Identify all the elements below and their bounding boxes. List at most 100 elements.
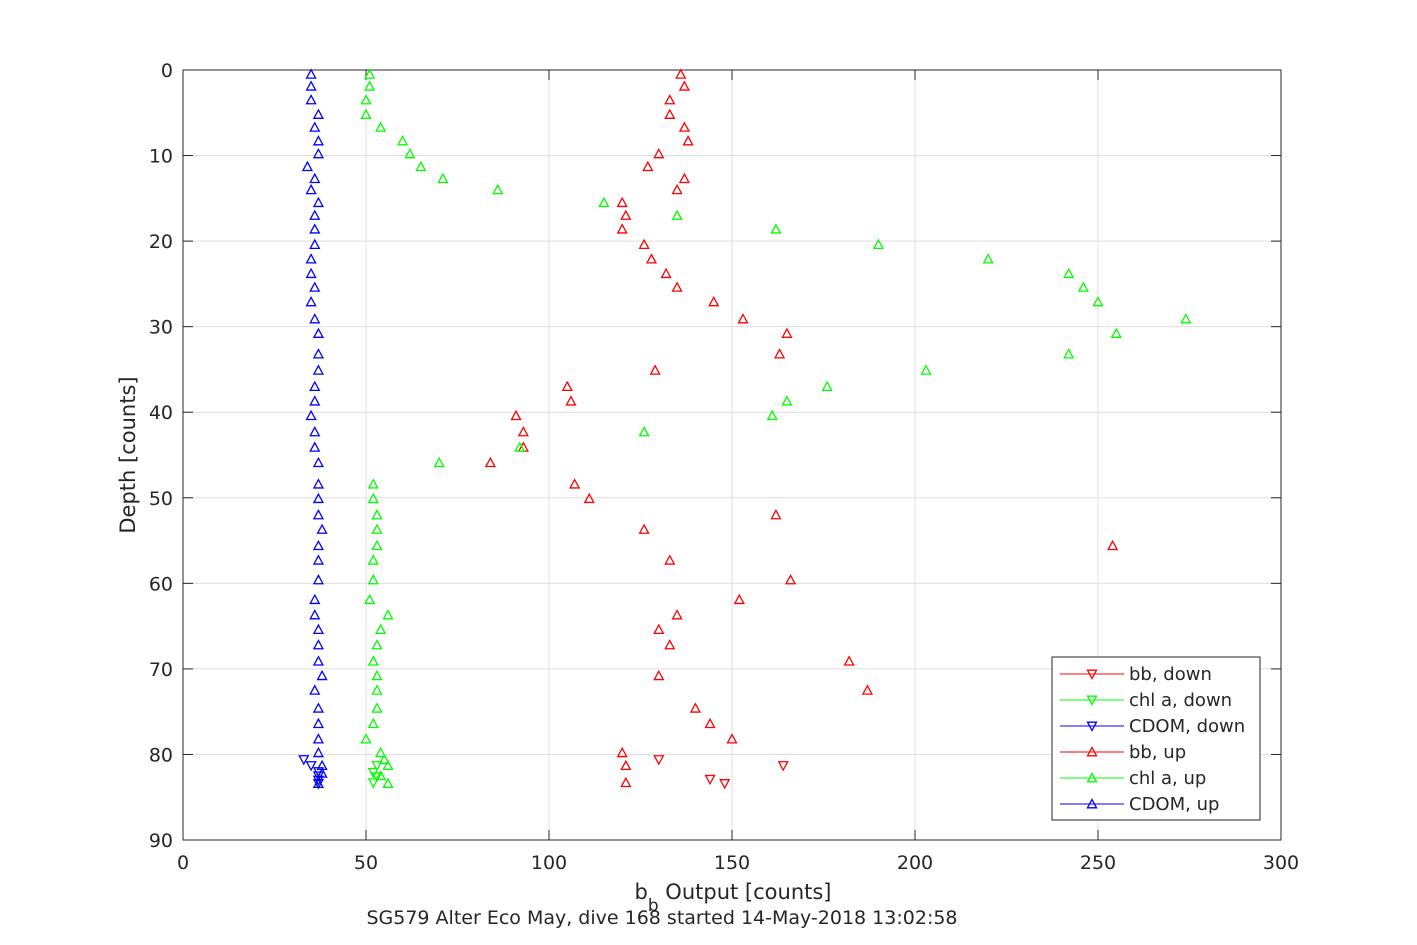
point-bb-up xyxy=(653,147,665,159)
point-bb-up xyxy=(569,478,581,489)
point-cdom-up xyxy=(316,767,328,778)
point-cdom-up xyxy=(305,409,317,421)
point-chl-a-up xyxy=(367,574,379,585)
point-bb-up xyxy=(773,348,786,359)
point-chl-a-up xyxy=(1077,281,1089,292)
point-bb-up xyxy=(671,609,683,620)
point-chl-a-up xyxy=(371,702,383,713)
point-bb-up xyxy=(664,108,676,119)
point-bb-up xyxy=(616,746,628,758)
point-cdom-up xyxy=(305,267,317,279)
x-tick-label: 50 xyxy=(354,852,378,874)
y-tick-label: 20 xyxy=(149,231,173,253)
legend-label-bb-down: bb, down xyxy=(1129,664,1212,685)
point-chl-a-up xyxy=(382,777,394,789)
point-bb-up xyxy=(583,492,595,504)
point-bb-up xyxy=(616,196,628,208)
point-cdom-up xyxy=(312,492,325,504)
point-cdom-up xyxy=(309,209,321,220)
point-chl-a-up xyxy=(371,669,383,681)
point-bb-up xyxy=(682,135,694,146)
y-tick-label: 0 xyxy=(161,60,173,82)
point-chl-a-down xyxy=(371,772,383,783)
point-bb-up xyxy=(671,281,683,292)
x-tick-label: 300 xyxy=(1263,852,1299,874)
point-bb-up xyxy=(664,94,676,105)
point-cdom-up xyxy=(312,539,325,551)
point-cdom-up xyxy=(305,68,317,79)
point-chl-a-up xyxy=(1180,313,1192,324)
point-cdom-up xyxy=(305,253,317,264)
point-cdom-up xyxy=(305,183,317,195)
point-bb-up xyxy=(671,183,683,195)
point-bb-up xyxy=(638,238,650,250)
point-cdom-up xyxy=(312,196,325,208)
point-cdom-up xyxy=(305,94,317,105)
point-chl-a-up xyxy=(367,717,379,729)
point-chl-a-up xyxy=(781,395,793,406)
x-tick-label: 0 xyxy=(177,852,189,874)
legend-marker-cdom-down xyxy=(1086,721,1098,732)
point-cdom-up xyxy=(312,327,325,338)
point-chl-a-up xyxy=(367,554,379,565)
chart-caption: SG579 Alter Eco May, dive 168 started 14… xyxy=(366,907,957,929)
x-axis-label: bb Output [counts] xyxy=(634,880,831,916)
point-cdom-up xyxy=(309,395,321,406)
x-axis-label-subscript: b xyxy=(648,896,659,916)
data-points xyxy=(298,68,1192,790)
point-bb-up xyxy=(675,68,687,79)
point-bb-up xyxy=(620,209,632,220)
point-bb-up xyxy=(689,702,701,713)
point-cdom-up xyxy=(312,135,325,146)
point-chl-a-up xyxy=(404,147,416,159)
point-bb-up xyxy=(484,456,497,468)
point-cdom-up xyxy=(312,655,325,666)
point-bb-up xyxy=(708,295,720,307)
point-bb-up xyxy=(861,684,874,695)
point-bb-up xyxy=(649,364,661,375)
point-chl-a-up xyxy=(364,68,376,79)
point-cdom-up xyxy=(312,456,325,468)
point-bb-up xyxy=(1107,539,1119,551)
x-tick-label: 200 xyxy=(897,852,933,874)
y-tick-label: 40 xyxy=(149,402,173,424)
point-bb-up xyxy=(678,121,691,132)
legend: bb, down chl a, down CDOM, down bb, up chl a… xyxy=(1051,656,1261,821)
point-chl-a-up xyxy=(360,733,372,744)
point-chl-a-up xyxy=(437,172,449,184)
point-chl-a-up xyxy=(1063,267,1075,279)
point-chl-a-down xyxy=(371,761,383,772)
point-cdom-up xyxy=(309,121,321,132)
y-tick-label: 90 xyxy=(149,830,173,852)
point-chl-a-up xyxy=(367,492,379,504)
point-bb-up xyxy=(561,380,573,392)
x-axis-label-rest: Output [counts] xyxy=(659,880,832,904)
point-bb-up xyxy=(620,759,632,771)
y-tick-label: 10 xyxy=(149,146,173,168)
point-cdom-up xyxy=(312,733,325,744)
point-cdom-up xyxy=(312,147,325,159)
point-bb-up xyxy=(653,669,665,681)
point-chl-a-up xyxy=(415,160,427,172)
y-tick-label: 70 xyxy=(149,659,173,681)
point-cdom-up xyxy=(312,554,325,565)
x-tick-label: 150 xyxy=(714,852,750,874)
point-bb-up xyxy=(678,172,691,184)
point-cdom-up xyxy=(312,108,325,119)
point-chl-a-up xyxy=(671,209,683,220)
point-bb-down xyxy=(653,755,665,766)
point-bb-up xyxy=(781,327,793,338)
x-tick-label: 100 xyxy=(531,852,567,874)
point-chl-a-up xyxy=(378,753,390,765)
point-chl-a-up xyxy=(364,593,376,605)
point-cdom-up xyxy=(305,295,317,307)
y-tick-label: 50 xyxy=(149,488,173,510)
point-bb-up xyxy=(664,554,676,565)
point-cdom-up xyxy=(309,238,321,250)
y-axis-label: Depth [counts] xyxy=(116,376,140,533)
legend-marker-chl-a-down xyxy=(1086,695,1098,706)
point-cdom-up xyxy=(309,441,321,452)
legend-label-chl-a-down: chl a, down xyxy=(1129,690,1232,711)
legend-marker-chl-a-up xyxy=(1086,772,1098,783)
point-bb-up xyxy=(726,733,738,744)
